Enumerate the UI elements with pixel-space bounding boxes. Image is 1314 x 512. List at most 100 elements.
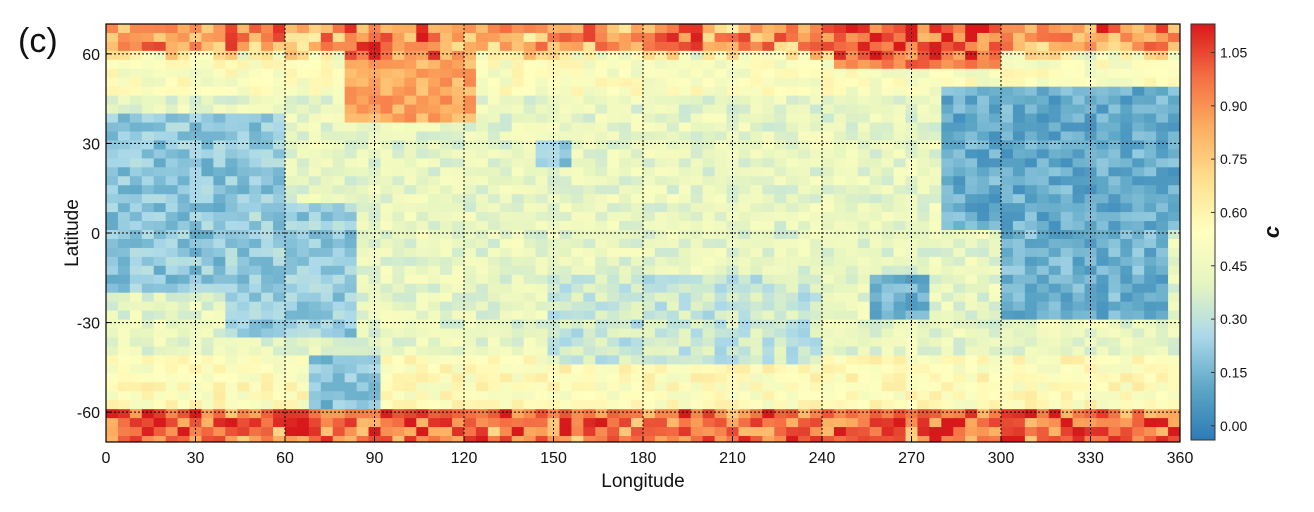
heatmap-cell	[308, 382, 322, 392]
heatmap-cell	[464, 310, 477, 321]
heatmap-cell	[177, 427, 191, 437]
heatmap-cell	[631, 283, 644, 294]
heatmap-cell	[643, 238, 656, 249]
heatmap-cell	[869, 337, 883, 348]
heatmap-cell	[1096, 400, 1109, 410]
colorbar-tick-label: 0.60	[1220, 204, 1247, 220]
heatmap-cell	[953, 212, 966, 222]
heatmap-cell	[1036, 238, 1050, 249]
heatmap-cell	[499, 131, 513, 142]
heatmap-cell	[1084, 382, 1098, 392]
heatmap-cell	[977, 131, 990, 142]
heatmap-cell	[153, 409, 167, 419]
heatmap-cell	[332, 176, 346, 186]
heatmap-cell	[833, 337, 847, 348]
heatmap-cell	[595, 328, 608, 339]
heatmap-cell	[595, 230, 608, 240]
heatmap-cell	[774, 436, 787, 442]
heatmap-cell	[106, 86, 119, 97]
heatmap-cell	[165, 95, 179, 106]
heatmap-cell	[726, 86, 740, 97]
heatmap-cell	[1072, 283, 1086, 294]
heatmap-cell	[953, 355, 966, 365]
heatmap-cell	[237, 176, 250, 186]
heatmap-cell	[631, 391, 644, 401]
heatmap-cell	[440, 59, 453, 70]
heatmap-cell	[917, 113, 930, 124]
heatmap-cell	[702, 86, 716, 97]
heatmap-cell	[225, 265, 238, 276]
heatmap-cell	[571, 59, 584, 70]
heatmap-cell	[869, 274, 883, 285]
heatmap-cell	[929, 328, 942, 339]
heatmap-cell	[225, 24, 238, 34]
heatmap-cell	[1168, 418, 1180, 428]
heatmap-cell	[1096, 194, 1109, 204]
heatmap-cell	[320, 140, 334, 150]
heatmap-cell	[296, 409, 310, 419]
heatmap-cell	[499, 212, 513, 222]
heatmap-cell	[285, 274, 298, 285]
heatmap-cell	[129, 104, 143, 115]
heatmap-cell	[511, 212, 525, 222]
heatmap-cell	[1144, 346, 1157, 357]
colorbar-tick-label: 0.75	[1220, 151, 1247, 167]
heatmap-cell	[201, 409, 214, 419]
heatmap-cell	[356, 409, 370, 419]
heatmap-cell	[225, 59, 238, 70]
heatmap-cell	[249, 265, 262, 276]
heatmap-cell	[344, 194, 358, 204]
heatmap-cell	[977, 104, 990, 115]
heatmap-cell	[1120, 41, 1133, 52]
heatmap-cell	[141, 301, 155, 312]
heatmap-cell	[249, 247, 262, 258]
heatmap-cell	[380, 409, 393, 419]
heatmap-cell	[1072, 238, 1086, 249]
heatmap-cell	[106, 50, 119, 61]
heatmap-cell	[1060, 212, 1074, 222]
heatmap-cell	[666, 436, 680, 442]
heatmap-cell	[965, 149, 978, 159]
heatmap-cell	[1024, 131, 1038, 142]
heatmap-cell	[129, 364, 143, 374]
heatmap-cell	[1084, 238, 1098, 249]
heatmap-cell	[499, 167, 513, 177]
heatmap-cell	[320, 319, 334, 330]
heatmap-cell	[308, 59, 322, 70]
heatmap-cell	[929, 427, 942, 437]
heatmap-cell	[738, 77, 751, 88]
heatmap-cell	[499, 310, 513, 321]
heatmap-cell	[106, 409, 119, 419]
heatmap-cell	[153, 212, 167, 222]
heatmap-cell	[141, 247, 155, 258]
heatmap-cell	[1012, 167, 1026, 177]
heatmap-cell	[989, 310, 1002, 321]
heatmap-cell	[177, 41, 191, 52]
heatmap-cell	[356, 382, 370, 392]
heatmap-cell	[977, 24, 990, 34]
heatmap-cell	[368, 274, 382, 285]
heatmap-cell	[678, 256, 692, 267]
heatmap-cell	[1120, 400, 1133, 410]
heatmap-cell	[464, 346, 477, 357]
heatmap-cell	[989, 194, 1002, 204]
heatmap-cell	[440, 230, 453, 240]
heatmap-cell	[1120, 59, 1133, 70]
heatmap-cell	[308, 149, 322, 159]
heatmap-cell	[452, 95, 465, 106]
heatmap-cell	[368, 41, 382, 52]
heatmap-cell	[905, 203, 919, 213]
heatmap-cell	[857, 238, 871, 249]
heatmap-cell	[1084, 194, 1098, 204]
heatmap-cell	[929, 373, 942, 383]
heatmap-cell	[583, 203, 596, 213]
heatmap-cell	[822, 292, 835, 303]
heatmap-cell	[1060, 149, 1074, 159]
heatmap-cell	[738, 203, 751, 213]
heatmap-cell	[762, 319, 775, 330]
heatmap-cell	[499, 59, 513, 70]
heatmap-cell	[977, 113, 990, 124]
heatmap-cell	[344, 310, 358, 321]
heatmap-cell	[1120, 176, 1133, 186]
heatmap-cell	[1072, 131, 1086, 142]
